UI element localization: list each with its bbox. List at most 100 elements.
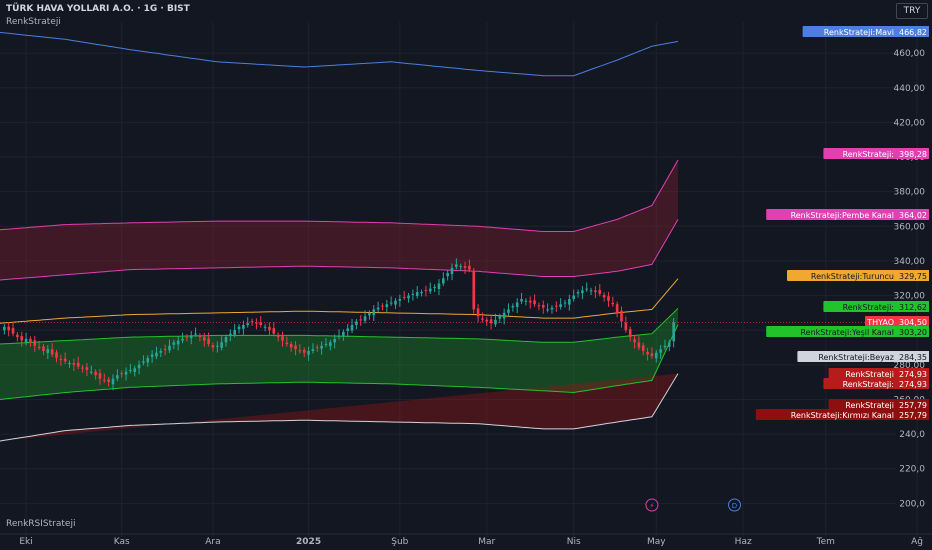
candle-body	[250, 321, 254, 323]
y-tick-label: 240,0	[899, 430, 925, 440]
candle-body	[402, 296, 406, 298]
candle-body	[594, 290, 597, 293]
candle-body	[502, 312, 506, 319]
y-tick-label: 280,00	[894, 361, 926, 371]
candle-body	[185, 336, 189, 338]
candle-body	[546, 309, 549, 311]
candle-body	[181, 338, 184, 341]
series-value-text: 304,50	[899, 318, 927, 327]
candle-body	[428, 288, 432, 292]
series-value-text: 329,75	[899, 272, 927, 281]
candle-body	[63, 358, 67, 362]
candle-body	[389, 302, 393, 304]
pink-lower-line	[0, 219, 679, 281]
candle-body	[307, 350, 310, 355]
series-value-box	[896, 301, 929, 312]
candle-body	[116, 375, 119, 379]
candle-body	[668, 342, 671, 347]
candle-body	[11, 328, 15, 334]
candle-body	[229, 333, 232, 336]
series-name-text: RenkStrateji:Kırmızı Kanal	[791, 411, 894, 420]
candle-body	[411, 293, 415, 295]
candle-body	[37, 346, 41, 348]
series-label: RenkStrateji:Yeşil Kanal 303,20	[766, 326, 929, 337]
candle-body	[589, 290, 593, 292]
candle-body	[654, 352, 658, 359]
candle-body	[659, 349, 662, 353]
candle-body	[311, 349, 315, 351]
candle-body	[628, 329, 632, 338]
candle-body	[394, 300, 397, 305]
candle-body	[320, 345, 323, 349]
series-label: RenkStrateji:Mavi 466,82	[802, 26, 929, 37]
series-name-box	[823, 148, 897, 159]
candle-body	[463, 266, 467, 268]
candle-body	[289, 344, 293, 348]
series-value-box	[896, 270, 929, 281]
lower-pane-indicator[interactable]: RenkRSIStrateji	[6, 519, 76, 529]
candle-body	[511, 305, 515, 308]
currency-button[interactable]: TRY	[896, 3, 928, 19]
candle-body	[424, 290, 428, 292]
series-value-box	[896, 209, 929, 220]
series-name-box	[865, 316, 897, 327]
y-tick-label: 420,00	[894, 118, 926, 128]
candle-body	[81, 367, 84, 369]
candle-body	[459, 266, 462, 268]
candle-body	[68, 363, 71, 365]
series-name-box	[828, 368, 897, 379]
series-name-text: RenkStrateji:	[843, 303, 894, 312]
candle-body	[168, 345, 171, 351]
candle-body	[368, 312, 371, 316]
x-tick-label: Nis	[567, 537, 581, 547]
event-marker-circle	[645, 498, 659, 512]
symbol-title: TÜRK HAVA YOLLARI A.O. · 1G · BIST	[6, 4, 190, 14]
series-name-box	[828, 399, 897, 410]
series-label: RenkStrateji: 398,28	[823, 148, 929, 159]
series-name-box	[787, 270, 897, 281]
event-markers[interactable]: ⚡ D	[645, 498, 741, 512]
x-tick-label: Ara	[205, 537, 220, 547]
event-marker-glyph: ⚡	[649, 502, 654, 510]
candle-body	[615, 304, 619, 313]
candle-body	[489, 319, 493, 324]
candle-body	[550, 307, 554, 310]
candle-body	[216, 345, 219, 347]
candle-body	[520, 299, 523, 302]
indicator-name[interactable]: RenkStrateji	[6, 17, 61, 27]
series-value-box	[896, 378, 929, 389]
candle-body	[602, 294, 606, 298]
candle-body	[142, 361, 145, 363]
candle-body	[120, 373, 123, 375]
candle-body	[472, 270, 476, 310]
candle-body	[107, 379, 110, 383]
candle-body	[20, 336, 24, 341]
candle-body	[133, 368, 137, 373]
candle-body	[124, 371, 128, 375]
candle-body	[398, 299, 402, 301]
x-tick-label: Şub	[391, 537, 408, 547]
x-axis: Eki Kas Ara 2025 Şub Mar Nis May Haz Tem Ağ	[19, 537, 923, 547]
y-tick-label: 360,00	[894, 222, 926, 232]
candle-body	[259, 322, 263, 326]
lightning-icon[interactable]: ⚡	[645, 498, 659, 512]
series-label: RenkStrateji:Kırmızı Kanal 257,79	[755, 409, 929, 420]
candle-body	[485, 319, 489, 322]
candle-body	[194, 333, 197, 335]
dividend-icon[interactable]: D	[728, 498, 741, 512]
candle-body	[294, 345, 297, 350]
candle-body	[276, 334, 280, 338]
candle-body	[237, 326, 241, 330]
candle-body	[281, 336, 284, 341]
series-value-box	[896, 351, 929, 362]
series-value-box	[896, 148, 929, 159]
candle-body	[255, 322, 258, 324]
candle-body	[494, 319, 497, 325]
candle-body	[220, 342, 223, 348]
candle-body	[302, 349, 306, 353]
candle-body	[633, 339, 636, 343]
series-name-text: RenkStrateji:Yeşil Kanal	[800, 328, 894, 337]
candle-body	[268, 326, 271, 331]
candle-body	[476, 308, 480, 317]
